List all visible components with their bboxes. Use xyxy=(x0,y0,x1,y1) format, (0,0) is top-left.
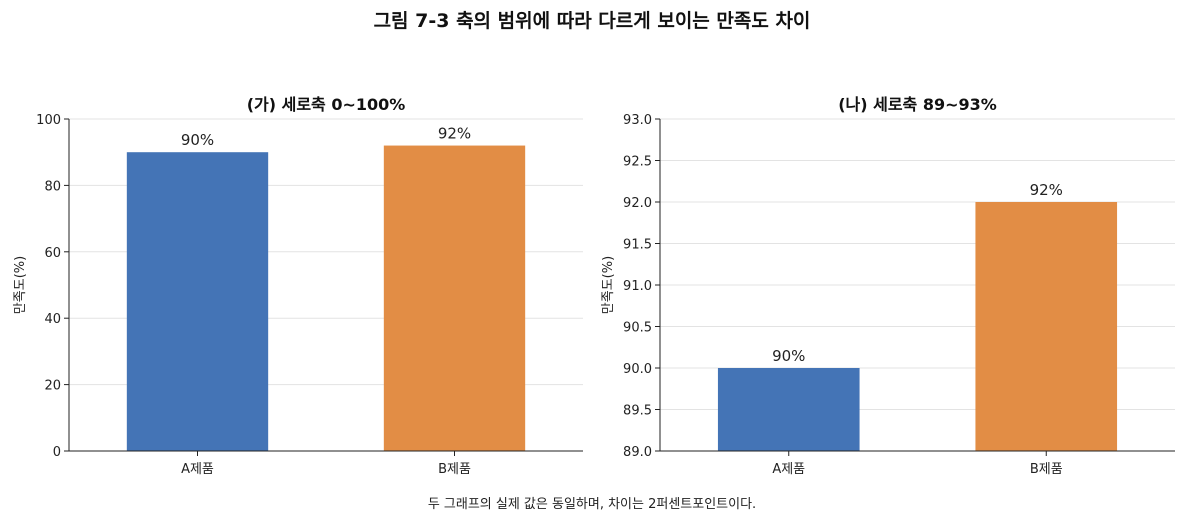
y-tick-label: 91.0 xyxy=(623,279,652,294)
data-label: 92% xyxy=(438,125,471,143)
x-tick-label: B제품 xyxy=(1030,462,1063,477)
y-tick-label: 0 xyxy=(53,445,61,460)
y-axis-label: 만족도(%) xyxy=(601,256,616,314)
panel-ga: 90% A제품 92% B제품 0 20 40 60 80 100 (가) 세로축 0~100% 만족… xyxy=(13,95,583,477)
bar xyxy=(126,152,269,451)
panel-title: (나) 세로축 89~93% xyxy=(838,95,997,114)
x-tick-label: A제품 xyxy=(181,462,214,477)
y-tick-label: 90.0 xyxy=(623,362,652,377)
data-label: 90% xyxy=(181,131,214,149)
data-label: 92% xyxy=(1030,181,1063,199)
y-tick-label: 20 xyxy=(44,379,61,394)
y-tick-label: 91.5 xyxy=(623,238,652,253)
footnote: 두 그래프의 실제 값은 동일하며, 차이는 2퍼센트포인트이다. xyxy=(428,497,756,512)
y-tick-label: 89.5 xyxy=(623,404,652,419)
y-tick-label: 89.0 xyxy=(623,445,652,460)
bar xyxy=(717,368,860,451)
data-label: 90% xyxy=(772,347,805,365)
bar xyxy=(383,145,526,451)
bar xyxy=(975,202,1118,451)
panel-title: (가) 세로축 0~100% xyxy=(247,95,406,114)
x-tick-label: A제품 xyxy=(772,462,805,477)
y-tick-label: 92.0 xyxy=(623,196,652,211)
x-tick-label: B제품 xyxy=(438,462,471,477)
y-tick-label: 92.5 xyxy=(623,155,652,170)
y-tick-label: 40 xyxy=(44,312,61,327)
y-tick-label: 90.5 xyxy=(623,321,652,336)
figure-title: 그림 7-3 축의 범위에 따라 다르게 보이는 만족도 차이 xyxy=(374,10,811,32)
y-tick-label: 93.0 xyxy=(623,113,652,128)
y-tick-label: 100 xyxy=(36,113,61,128)
panel-na: 90% A제품 92% B제품 89.0 89.5 90.0 90.5 91.0 91.5 92.0… xyxy=(601,95,1175,477)
y-tick-label: 60 xyxy=(44,246,61,261)
y-tick-label: 80 xyxy=(44,179,61,194)
y-axis-label: 만족도(%) xyxy=(13,256,28,314)
